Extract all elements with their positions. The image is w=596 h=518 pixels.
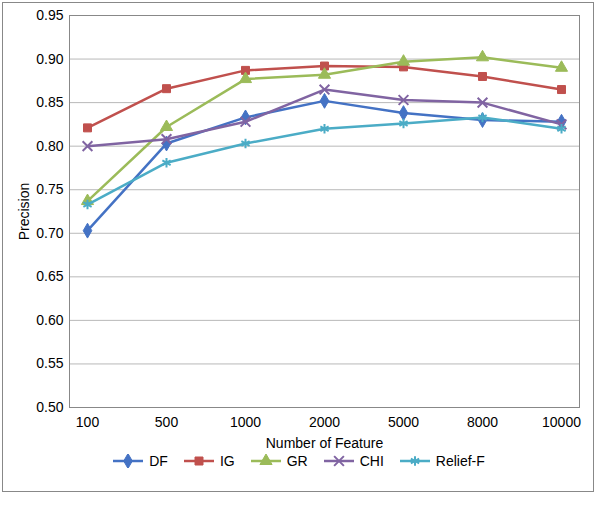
svg-text:Number of Feature: Number of Feature [266, 435, 384, 451]
html-text:CHI: CHI [359, 453, 384, 469]
svg-text:0.55: 0.55 [36, 355, 63, 371]
svg-text:0.85: 0.85 [36, 94, 63, 110]
html-text:GR: GR [286, 453, 308, 469]
svg-text:2000: 2000 [309, 414, 340, 430]
svg-text:0.65: 0.65 [36, 268, 63, 284]
svg-text:5000: 5000 [388, 414, 419, 430]
svg-text:Precision: Precision [16, 183, 32, 241]
svg-text:0.70: 0.70 [36, 225, 63, 241]
svg-text:10000: 10000 [542, 414, 581, 430]
svg-text:0.60: 0.60 [36, 312, 63, 328]
svg-text:0.90: 0.90 [36, 51, 63, 67]
svg-text:0.50: 0.50 [36, 399, 63, 415]
html-text:DF: DF [149, 453, 168, 469]
svg-text:0.95: 0.95 [36, 7, 63, 23]
svg-text:8000: 8000 [467, 414, 498, 430]
svg-text:500: 500 [155, 414, 179, 430]
svg-text:0.75: 0.75 [36, 181, 63, 197]
html-text:IG: IG [219, 453, 235, 469]
svg-text:100: 100 [76, 414, 100, 430]
svg-text:1000: 1000 [230, 414, 261, 430]
svg-text:0.80: 0.80 [36, 138, 63, 154]
html-text:Relief-F: Relief-F [435, 453, 485, 469]
